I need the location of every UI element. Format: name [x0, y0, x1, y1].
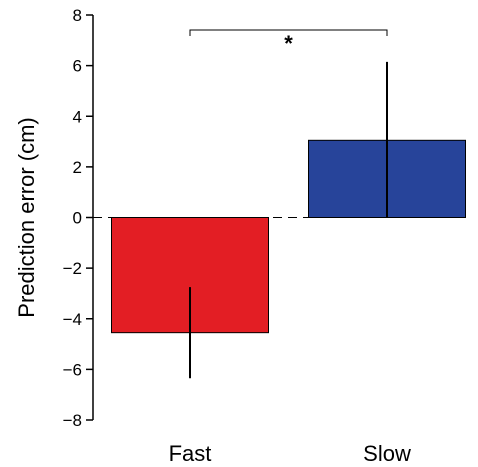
y-tick-label: 6	[73, 57, 82, 76]
category-label: Slow	[363, 441, 411, 466]
y-tick-label: −2	[63, 259, 82, 278]
significance-star: *	[284, 31, 293, 56]
y-axis-title: Prediction error (cm)	[14, 117, 39, 317]
y-tick-label: −4	[63, 310, 82, 329]
error-bars	[189, 61, 388, 379]
significance-bracket: *	[189, 29, 388, 56]
y-tick-label: 4	[73, 107, 82, 126]
bars	[111, 139, 466, 334]
y-tick-labels: −8 −6 −4 −2 0 2 4 6 8	[63, 6, 82, 430]
category-label: Fast	[169, 441, 212, 466]
category-labels: Fast Slow	[169, 441, 411, 466]
y-axis	[86, 14, 94, 421]
y-tick-label: 2	[73, 158, 82, 177]
y-tick-label: −8	[63, 411, 82, 430]
significance-bracket-line	[189, 29, 388, 36]
y-tick-label: 0	[73, 209, 82, 228]
y-tick-label: 8	[73, 6, 82, 25]
y-tick-label: −6	[63, 360, 82, 379]
